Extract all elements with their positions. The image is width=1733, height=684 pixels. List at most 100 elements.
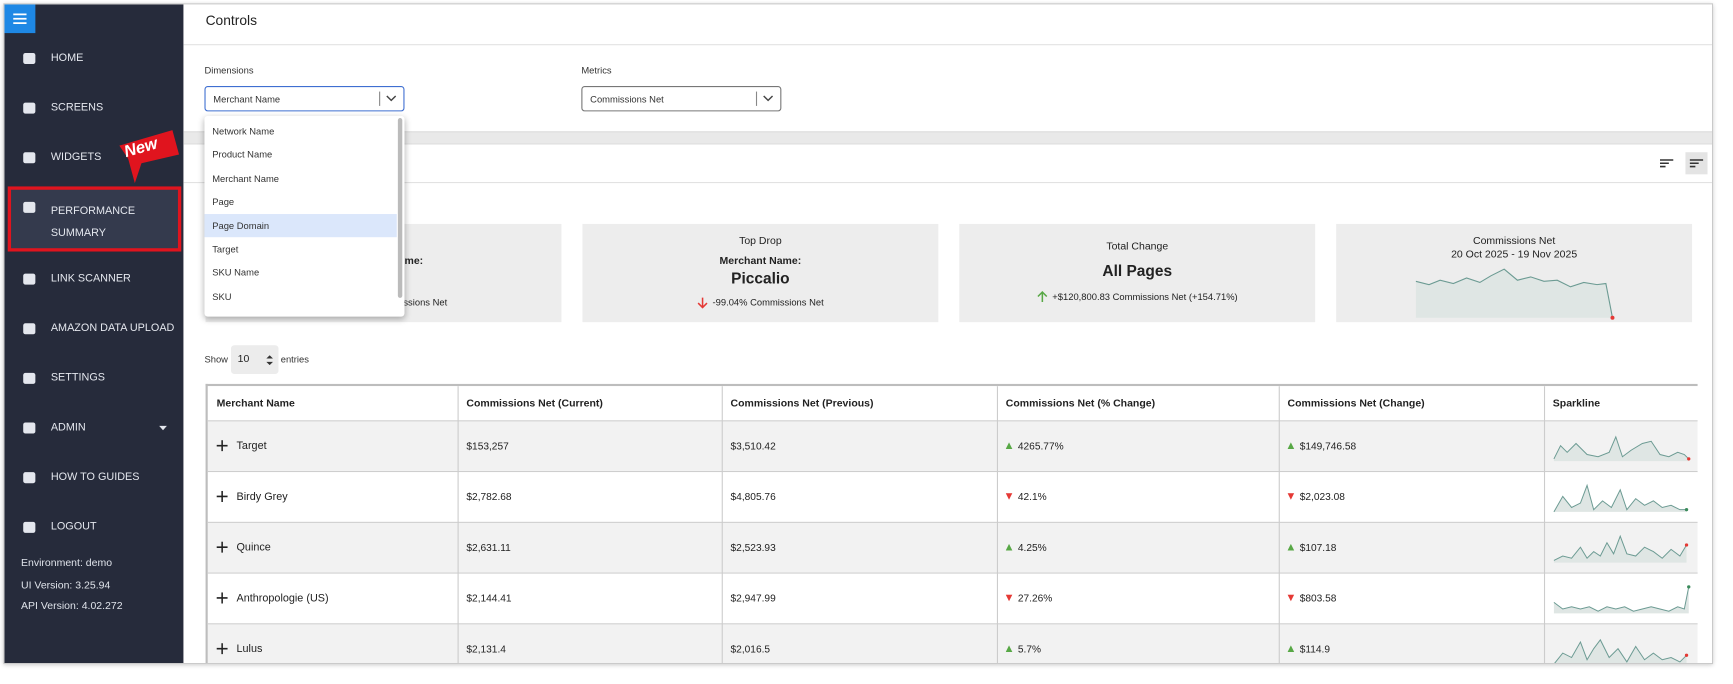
dropdown-caret: [159, 425, 167, 431]
spark-end: [1610, 315, 1615, 320]
spark-area: [1553, 586, 1689, 614]
table-row: Quince $2,631.11 $2,523.93 4.25% $107.18: [207, 522, 1698, 574]
dropdown-option[interactable]: Page Domain: [204, 213, 397, 238]
tri: [1287, 442, 1295, 450]
menu-label[interactable]: PERFORMANCE SUMMARY: [50, 205, 136, 239]
dropdown-option[interactable]: Product Name: [204, 143, 396, 167]
column-divider: [721, 386, 723, 664]
cell: 4265.77%: [1017, 440, 1064, 452]
spark-line: [1553, 435, 1690, 460]
cell: 4.25%: [1017, 542, 1047, 554]
expand-icon[interactable]: [216, 592, 228, 604]
option-label: Merchant Name: [212, 172, 280, 184]
page-size: 10: [237, 353, 250, 366]
card-text: missions Net: [393, 296, 448, 308]
spark-area: [1554, 639, 1687, 664]
page-size-select[interactable]: 10: [230, 345, 279, 374]
dropdown-option[interactable]: Target: [204, 237, 396, 261]
table-row: Lulus $2,131.4 $2,016.5 5.7% $114.9: [207, 624, 1698, 664]
tri: [1005, 493, 1013, 500]
expand-icon[interactable]: [216, 643, 228, 655]
expand-icon[interactable]: [216, 440, 228, 452]
cell: $2,947.99: [730, 592, 776, 604]
dropdown-option[interactable]: Page: [204, 190, 396, 214]
card: [959, 223, 1316, 323]
menu-label[interactable]: ADMIN: [50, 421, 86, 434]
cell: $2,144.41: [466, 592, 512, 604]
spark-end: [1684, 508, 1689, 512]
icon: [1660, 159, 1674, 168]
field-label: Metrics: [581, 64, 612, 76]
expand-icon[interactable]: [216, 541, 228, 553]
spark-line: [1553, 534, 1687, 561]
spark-line: [1554, 638, 1687, 664]
cell: $3,510.42: [730, 440, 776, 452]
menu-label[interactable]: HOW TO GUIDES: [50, 471, 140, 484]
menu-label[interactable]: LINK SCANNER: [50, 272, 131, 285]
cell: $2,631.11: [466, 542, 511, 554]
menu-toggle[interactable]: [4, 4, 36, 34]
chev: [763, 95, 774, 102]
dropdown-option[interactable]: Merchant Name: [204, 166, 396, 190]
arrows: [266, 355, 273, 366]
dropdown-option[interactable]: SKU: [204, 284, 396, 308]
chevron: [386, 95, 397, 102]
chev: [386, 95, 397, 102]
cell: $803.58: [1299, 592, 1337, 604]
spark-area: [1553, 485, 1687, 512]
scrollbar: [397, 118, 403, 298]
column-divider: [1278, 386, 1280, 664]
toolbar-icon[interactable]: [1685, 152, 1708, 175]
card-label: Merchant Name:: [719, 255, 802, 268]
cell: $107.18: [1299, 542, 1337, 554]
trend-triangle: [1287, 645, 1295, 652]
plus: [216, 592, 228, 604]
menu-label[interactable]: HOME: [50, 51, 84, 65]
card-value: All Pages: [1102, 261, 1173, 280]
menu-label[interactable]: SCREENS: [50, 101, 104, 114]
spark-area: [1553, 536, 1687, 563]
spark-end: [1684, 543, 1689, 547]
tri: [1287, 493, 1295, 500]
menu-label[interactable]: LOGOUT: [50, 520, 97, 533]
cell: $2,782.68: [466, 491, 512, 503]
dropdown-option[interactable]: Network Name: [204, 119, 396, 143]
active-item[interactable]: [7, 186, 182, 252]
toolbar-icon[interactable]: [1656, 152, 1678, 174]
spark-line: [1415, 268, 1614, 318]
spark-end: [1684, 653, 1689, 657]
menu-label[interactable]: SETTINGS: [50, 371, 105, 385]
sidebar: HOME SCREENS WIDGETS PERFORMANCE SUMMARY LIN…: [4, 4, 184, 664]
row-sparkline: [1553, 534, 1689, 563]
table: Merchant Name Commissions Net (Current) Co…: [205, 383, 1698, 664]
show-label: Show: [204, 353, 228, 365]
menu-label[interactable]: WIDGETS: [50, 151, 102, 164]
menu-icon: [23, 273, 36, 285]
new-badge: [119, 130, 180, 184]
tri: [1005, 645, 1013, 652]
select[interactable]: Commissions Net: [581, 86, 782, 112]
cell: $2,016.5: [730, 643, 771, 655]
show-suffix: entries: [280, 353, 309, 365]
cell: $2,131.4: [466, 643, 506, 655]
cell: $114.9: [1299, 643, 1331, 655]
icon: [1689, 159, 1704, 168]
dropdown-option[interactable]: SKU Name: [204, 261, 396, 285]
select[interactable]: Merchant Name: [204, 86, 405, 112]
row-label: Lulus: [236, 643, 263, 656]
main: Controls Dimensions Metrics Merchant Name Co…: [183, 4, 1712, 664]
column-divider: [996, 386, 998, 664]
column-header: Commissions Net (Change): [1287, 397, 1425, 410]
spark-end: [1687, 585, 1691, 589]
tri: [1005, 442, 1013, 450]
trend-triangle: [1005, 645, 1013, 652]
option-label: Page: [212, 196, 235, 208]
spark-end: [1687, 457, 1691, 461]
column-divider: [1543, 386, 1546, 664]
trend-arrow: [697, 297, 708, 309]
field-label: Dimensions: [204, 64, 254, 76]
card-change: -99.04% Commissions Net: [697, 297, 824, 309]
menu-label[interactable]: AMAZON DATA UPLOAD: [50, 322, 175, 335]
expand-icon[interactable]: [216, 490, 228, 502]
